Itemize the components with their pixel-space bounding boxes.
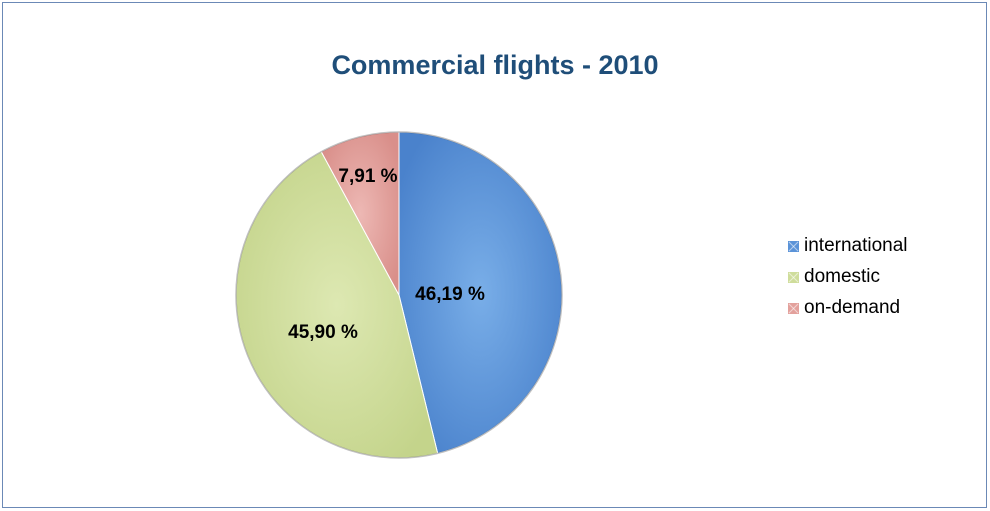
pie-slice-domestic: [235, 151, 439, 459]
pie-slice-international: [398, 131, 563, 454]
legend-label-domestic: domestic: [804, 266, 881, 287]
data-label-on-demand: 7,91 %: [338, 166, 397, 187]
legend-item-international: international: [787, 232, 908, 260]
legend-label-on-demand: on-demand: [804, 297, 901, 318]
legend-item-domestic: domestic: [787, 263, 908, 291]
legend-swatch-international: [787, 239, 800, 253]
legend-item-on-demand: on-demand: [787, 294, 908, 322]
legend-swatch-domestic: [787, 270, 800, 284]
pie-outline: [235, 131, 563, 459]
data-label-domestic: 45,90 %: [288, 322, 358, 343]
data-label-international: 46,19 %: [415, 284, 485, 305]
chart-title: Commercial flights - 2010: [331, 50, 659, 80]
legend-label-international: international: [804, 235, 908, 256]
legend-swatch-on-demand: [787, 301, 800, 315]
legend: international domestic on-demand: [787, 232, 908, 325]
pie-slice-on-demand: [320, 131, 400, 296]
